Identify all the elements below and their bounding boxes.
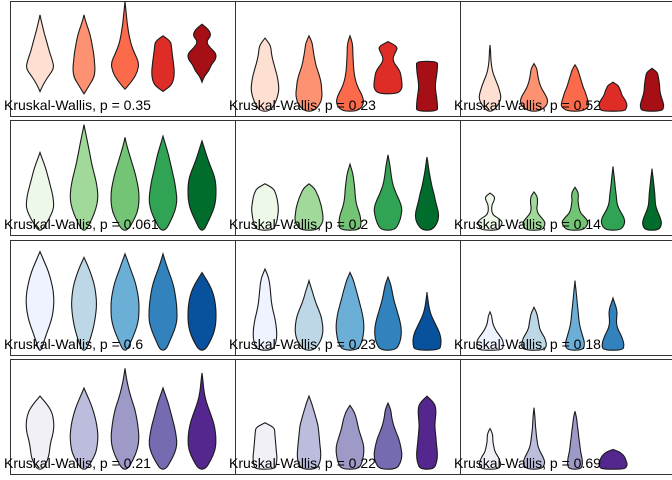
violin-shape [294,278,324,351]
facet-plot-area [10,120,236,236]
violin-shape [560,63,590,112]
violin-shape [373,401,403,470]
facet-panel: Kruskal-Wallis, p = 0.061 [4,120,236,236]
violin-shape [476,310,504,351]
violin-shape [72,14,96,95]
violin-shape [187,271,217,351]
kruskal-wallis-label: Kruskal-Wallis, p = 0.6 [4,336,144,352]
violin-shape [642,168,662,231]
violin-shape [26,14,54,93]
facet-plot-area [235,359,461,475]
facet-panel: Kruskal-Wallis, p = 0.52 [454,1,672,117]
facet-panel: Kruskal-Wallis, p = 0.18 [454,240,672,356]
violin-shape [373,154,403,231]
violin-shape [110,137,140,231]
violin-shape [600,166,626,231]
violin-shape [110,252,140,351]
violin-shape [416,395,438,470]
kruskal-wallis-label: Kruskal-Wallis, p = 0.23 [229,97,376,113]
kruskal-wallis-label: Kruskal-Wallis, p = 0.69 [454,455,601,471]
violin-shape [335,271,365,351]
violin-shape [151,35,175,93]
violin-shape [478,427,502,470]
violin-shape [477,192,503,231]
kruskal-wallis-label: Kruskal-Wallis, p = 0.22 [229,455,376,471]
violin-shape [338,162,362,231]
violin-shape [252,267,278,351]
violin-shape [110,368,140,470]
kruskal-wallis-label: Kruskal-Wallis, p = 0.21 [4,455,151,471]
violin-shape [601,296,625,351]
violin-shape [412,292,442,351]
violin-shape [478,45,502,112]
facet-plot-area [460,240,672,356]
facet-plot-area [235,240,461,356]
kruskal-wallis-label: Kruskal-Wallis, p = 0.35 [4,97,151,113]
kruskal-wallis-label: Kruskal-Wallis, p = 0.14 [454,216,601,232]
violin-shape [69,124,99,231]
violin-shape [25,150,55,231]
violin-shape [598,448,628,470]
violin-shape [296,394,322,470]
violin-shape [69,386,99,470]
kruskal-wallis-label: Kruskal-Wallis, p = 0.061 [4,216,159,232]
violin-shape [148,386,178,470]
facet-plot-area [10,1,236,117]
violin-shape [187,372,217,470]
kruskal-wallis-label: Kruskal-Wallis, p = 0.23 [229,336,376,352]
facet-plot-area [235,120,461,236]
facet-plot-area [10,359,236,475]
violin-shape [71,256,97,351]
violin-shape [373,40,403,95]
violin-shape [25,395,55,470]
facet-panel: Kruskal-Wallis, p = 0.35 [4,1,236,117]
violin-shape [250,37,280,112]
violin-shape [294,183,324,231]
violin-shape [110,1,140,91]
facet-panel: Kruskal-Wallis, p = 0.22 [229,359,461,475]
violin-shape [522,407,546,470]
kruskal-wallis-label: Kruskal-Wallis, p = 0.18 [454,336,601,352]
violin-shape [187,23,217,84]
violin-shape [295,34,323,112]
facet-panel: Kruskal-Wallis, p = 0.69 [454,359,672,475]
facet-plot-area [460,1,672,117]
facet-plot-area [460,359,672,475]
violin-shape [148,134,178,231]
violin-shape [521,306,547,351]
facet-panel: Kruskal-Wallis, p = 0.6 [4,240,236,356]
violin-shape [25,250,55,351]
violin-shape [252,422,278,470]
facet-panel: Kruskal-Wallis, p = 0.2 [229,120,461,236]
facet-panel: Kruskal-Wallis, p = 0.14 [454,120,672,236]
facet-panel: Kruskal-Wallis, p = 0.23 [229,1,461,117]
violin-shape [414,157,440,231]
kruskal-wallis-label: Kruskal-Wallis, p = 0.2 [229,216,369,232]
violin-shape [561,186,589,231]
kruskal-wallis-label: Kruskal-Wallis, p = 0.52 [454,97,601,113]
facet-panel: Kruskal-Wallis, p = 0.21 [4,359,236,475]
facet-panel: Kruskal-Wallis, p = 0.23 [229,240,461,356]
violin-shape [335,404,365,470]
facet-plot-area [235,1,461,117]
violin-shape [565,280,585,351]
violin-shape [374,275,402,351]
violin-shape [148,251,178,351]
violin-shape [187,139,217,231]
violin-shape [415,60,439,112]
violin-shape [639,67,665,112]
violin-shape [522,190,546,231]
violin-shape [519,62,549,112]
violin-shape [251,183,279,231]
violin-shape [598,81,628,112]
violin-shape [336,34,364,112]
facet-plot-area [460,120,672,236]
violin-shape [567,411,583,470]
